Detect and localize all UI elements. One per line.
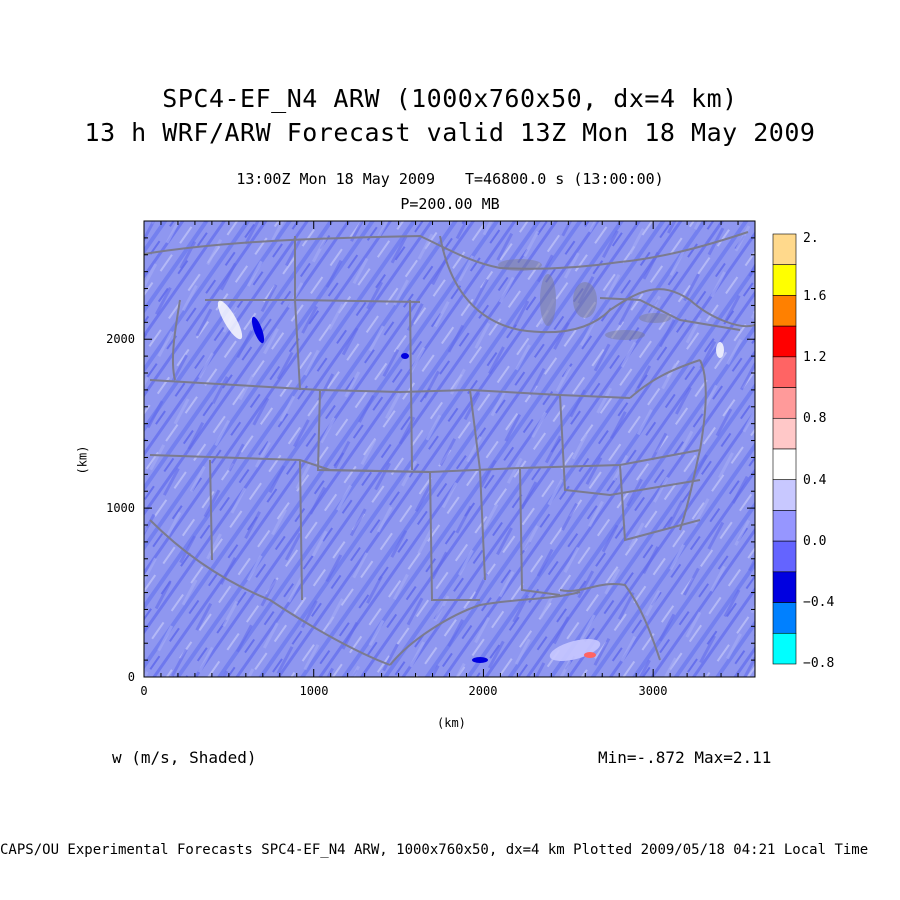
colorbar-label-0.4: 0.4 bbox=[803, 473, 827, 488]
field-features bbox=[217, 300, 724, 663]
y-tick-label-1000: 1000 bbox=[106, 501, 135, 515]
colorbar-label-1.2: 1.2 bbox=[803, 350, 826, 365]
colorbar-swatch bbox=[772, 295, 797, 327]
colorbar-swatch bbox=[772, 632, 797, 665]
colorbar-swatch bbox=[772, 387, 797, 419]
colorbar-labels: 2. 1.6 1.2 0.8 0.4 0.0 −0.4 −0.8 bbox=[803, 231, 834, 671]
min-max-label: Min=-.872 Max=2.11 bbox=[598, 748, 772, 767]
colorbar-swatch bbox=[772, 602, 797, 634]
x-tick-label-0: 0 bbox=[140, 684, 147, 698]
colorbar-label-minus-0.8: −0.8 bbox=[803, 656, 834, 671]
state-boundaries bbox=[144, 231, 755, 666]
model-time-label: T=46800.0 s (13:00:00) bbox=[465, 170, 664, 188]
colorbar-swatch bbox=[772, 540, 797, 573]
y-axis-label: (km) bbox=[75, 445, 90, 475]
y-tick-label-2000: 2000 bbox=[106, 332, 135, 346]
footer-credit: CAPS/OU Experimental Forecasts SPC4-EF_N… bbox=[0, 842, 869, 858]
x-tick-label-2000: 2000 bbox=[469, 684, 498, 698]
colorbar-swatch bbox=[772, 233, 797, 266]
great-lakes bbox=[498, 259, 671, 340]
colorbar-swatch bbox=[772, 417, 797, 450]
plot-title-line2: 13 h WRF/ARW Forecast valid 13Z Mon 18 M… bbox=[84, 118, 816, 147]
colorbar bbox=[772, 233, 797, 665]
axis-ticks bbox=[143, 220, 756, 678]
colorbar-swatch bbox=[772, 510, 797, 542]
colorbar-swatch bbox=[772, 356, 797, 388]
colorbar-swatch bbox=[772, 479, 797, 511]
plot-title-line1: SPC4-EF_N4 ARW (1000x760x50, dx=4 km) bbox=[162, 84, 738, 113]
axis-tick-labels: 0 1000 2000 3000 0 1000 2000 bbox=[106, 332, 667, 698]
y-tick-label-0: 0 bbox=[128, 670, 135, 684]
variable-label: w (m/s, Shaded) bbox=[112, 748, 257, 767]
colorbar-swatch bbox=[772, 448, 797, 481]
colorbar-label-2: 2. bbox=[803, 231, 819, 246]
pressure-level-label: P=200.00 MB bbox=[400, 195, 500, 213]
plot-subtitle: 13:00Z Mon 18 May 2009 T=46800.0 s (13:00… bbox=[0, 170, 900, 188]
colorbar-swatch bbox=[772, 264, 797, 296]
colorbar-label-1.6: 1.6 bbox=[803, 289, 826, 304]
colorbar-label-minus-0.4: −0.4 bbox=[803, 595, 834, 610]
colorbar-swatch bbox=[772, 325, 797, 358]
colorbar-label-0.0: 0.0 bbox=[803, 534, 826, 549]
x-tick-label-1000: 1000 bbox=[300, 684, 329, 698]
colorbar-label-0.8: 0.8 bbox=[803, 411, 826, 426]
x-tick-label-3000: 3000 bbox=[639, 684, 668, 698]
valid-time-label: 13:00Z Mon 18 May 2009 bbox=[236, 170, 435, 188]
colorbar-swatch bbox=[772, 571, 797, 603]
x-axis-label: (km) bbox=[437, 716, 466, 730]
